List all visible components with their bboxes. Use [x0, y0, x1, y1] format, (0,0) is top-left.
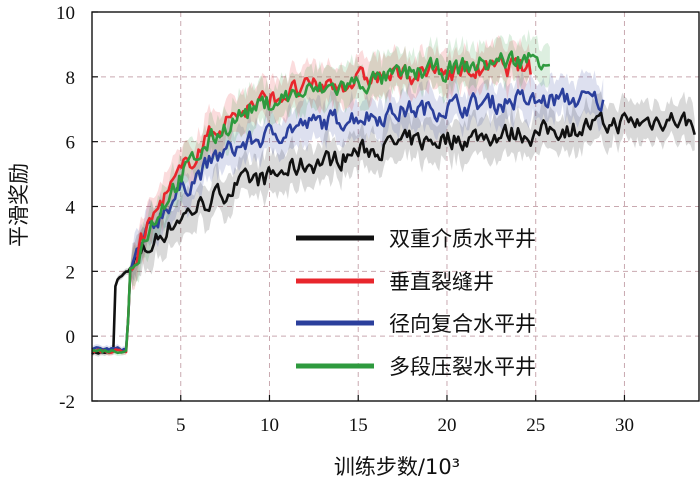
legend-label: 径向复合水平井	[389, 312, 536, 336]
x-tick-label: 30	[615, 415, 634, 436]
series-line	[91, 50, 551, 355]
y-tick-label: 10	[56, 3, 75, 24]
x-tick-label: 10	[260, 415, 279, 436]
y-tick-label: 6	[66, 133, 76, 154]
x-tick-label: 25	[526, 415, 545, 436]
x-tick-label: 20	[437, 415, 456, 436]
axis-ticks: 5 10 15 20 25 30 -2 0 2 4 6 8 10	[56, 3, 634, 436]
series-band	[92, 68, 604, 354]
x-tick-label: 15	[349, 415, 368, 436]
legend-label: 双重介质水平井	[389, 227, 536, 251]
y-tick-label: 4	[66, 198, 76, 219]
series-variance-bands	[92, 29, 695, 358]
x-axis-title: 训练步数/10³	[334, 455, 460, 479]
x-tick-label: 5	[176, 415, 186, 436]
series-lines	[91, 50, 696, 355]
legend-label: 多段压裂水平井	[389, 355, 536, 379]
y-tick-label: 0	[66, 327, 76, 348]
y-axis-title: 平滑奖励	[7, 163, 31, 247]
y-tick-label: 8	[66, 68, 76, 89]
y-tick-label: -2	[59, 392, 75, 413]
series-line	[91, 111, 696, 355]
legend-label: 垂直裂缝井	[389, 270, 494, 294]
y-tick-label: 2	[66, 262, 76, 283]
series-band	[92, 91, 695, 358]
